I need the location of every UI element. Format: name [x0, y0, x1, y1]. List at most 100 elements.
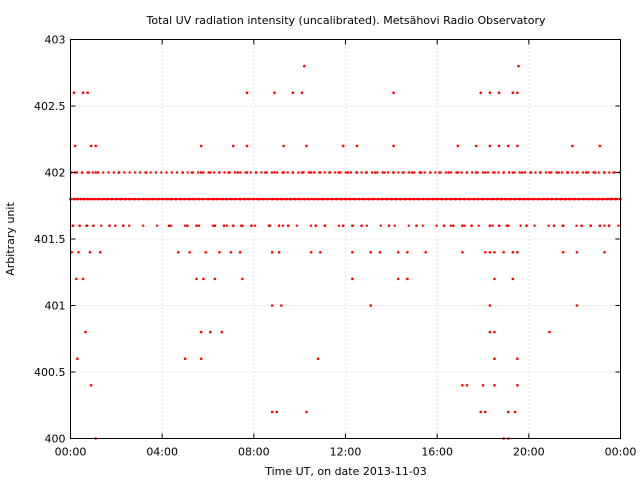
data-point [204, 197, 207, 201]
data-point [560, 171, 564, 174]
data-point [323, 224, 327, 227]
data-point [488, 304, 492, 307]
data-point [211, 197, 214, 201]
data-point [160, 197, 164, 201]
data-point [399, 197, 402, 201]
data-point [481, 197, 485, 201]
data-point [275, 410, 279, 414]
data-point [461, 251, 464, 254]
data-point [175, 171, 179, 174]
data-point [493, 277, 496, 281]
data-point [270, 197, 274, 201]
data-point [386, 171, 390, 174]
data-point [245, 144, 249, 148]
data-point [592, 171, 595, 174]
data-point [444, 171, 448, 174]
data-point [149, 171, 152, 174]
data-point [492, 171, 495, 174]
data-point [460, 171, 463, 174]
data-point [76, 357, 79, 361]
data-point [260, 171, 263, 174]
data-point [155, 224, 159, 227]
data-point [351, 277, 354, 281]
data-point [220, 197, 224, 201]
data-point [333, 171, 337, 174]
data-point [529, 171, 532, 174]
data-point [365, 171, 369, 174]
data-point [101, 197, 104, 201]
data-point [330, 197, 334, 201]
data-point [208, 330, 212, 334]
data-point [534, 197, 537, 201]
data-point [461, 384, 464, 387]
data-point [195, 277, 198, 281]
data-point [138, 171, 142, 174]
data-point [431, 197, 434, 201]
data-point [584, 171, 588, 174]
data-point [213, 277, 217, 281]
data-point [516, 384, 519, 387]
data-point [493, 251, 496, 254]
data-point [517, 64, 520, 68]
data-point [273, 171, 276, 174]
data-point [442, 224, 446, 227]
data-point [211, 224, 215, 227]
data-point [86, 91, 89, 94]
data-point [483, 410, 487, 414]
data-point [323, 197, 326, 201]
data-point [86, 197, 89, 201]
data-point [127, 224, 131, 227]
data-point [520, 171, 524, 174]
data-point [371, 197, 375, 201]
data-point [128, 171, 131, 174]
data-point [291, 171, 295, 174]
data-point [344, 171, 347, 174]
data-point [284, 197, 288, 201]
data-point [465, 171, 469, 174]
data-point [504, 197, 508, 201]
data-point [565, 171, 569, 174]
data-point [277, 251, 281, 254]
data-point [360, 197, 364, 201]
data-point [541, 197, 544, 201]
data-point [455, 171, 458, 174]
data-point [406, 277, 409, 281]
data-point [255, 197, 258, 201]
data-point [314, 224, 318, 227]
data-point [145, 197, 148, 201]
data-point [491, 224, 494, 227]
data-point [144, 171, 147, 174]
data-point [270, 251, 274, 254]
data-point [580, 224, 583, 227]
data-point [170, 197, 173, 201]
data-point [314, 197, 317, 201]
data-point [451, 224, 455, 227]
data-point [281, 171, 284, 174]
data-point [598, 224, 602, 227]
data-point [183, 224, 187, 227]
data-point [493, 357, 496, 361]
data-point [174, 197, 178, 201]
data-point [254, 171, 258, 174]
data-point [587, 197, 590, 201]
data-point [373, 171, 377, 174]
data-point [396, 251, 400, 254]
x-tick-label: 00:00 [605, 446, 637, 459]
data-point [192, 197, 196, 201]
data-point [302, 64, 306, 68]
data-point [603, 224, 606, 227]
data-point [183, 197, 187, 201]
data-point [378, 197, 381, 201]
data-point [576, 171, 579, 174]
data-point [305, 197, 309, 201]
data-point [543, 197, 546, 201]
data-point [220, 330, 224, 334]
data-point [406, 251, 409, 254]
data-point [497, 224, 501, 227]
grid-lines [70, 39, 621, 439]
data-point [302, 197, 306, 201]
data-point [532, 197, 535, 201]
data-point [516, 91, 519, 94]
data-point [497, 171, 500, 174]
data-point [289, 197, 292, 201]
